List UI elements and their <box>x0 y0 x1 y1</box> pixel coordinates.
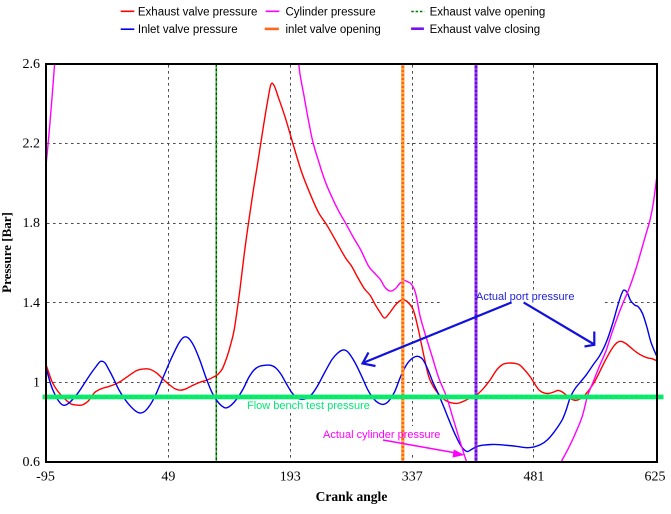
svg-text:Exhaust valve closing: Exhaust valve closing <box>430 24 541 36</box>
svg-text:49: 49 <box>161 470 175 485</box>
svg-text:Exhaust valve opening: Exhaust valve opening <box>430 6 546 18</box>
svg-text:-95: -95 <box>36 470 55 485</box>
svg-text:Exhaust valve pressure: Exhaust valve pressure <box>138 6 258 18</box>
svg-text:193: 193 <box>280 470 301 485</box>
svg-text:Actual cylinder pressure: Actual cylinder pressure <box>323 429 440 441</box>
svg-text:inlet valve opening: inlet valve opening <box>286 24 381 36</box>
svg-text:2.6: 2.6 <box>23 57 41 72</box>
svg-text:Cylinder pressure: Cylinder pressure <box>286 6 376 18</box>
svg-text:Actual port pressure: Actual port pressure <box>476 291 574 303</box>
svg-text:1.4: 1.4 <box>23 296 41 311</box>
svg-text:2.2: 2.2 <box>23 137 41 152</box>
svg-text:1: 1 <box>33 375 40 390</box>
svg-text:0.6: 0.6 <box>23 455 41 470</box>
svg-text:625: 625 <box>645 470 666 485</box>
svg-text:Inlet valve pressure: Inlet valve pressure <box>138 24 238 36</box>
svg-text:Crank angle: Crank angle <box>316 489 388 504</box>
svg-text:1.8: 1.8 <box>23 216 41 231</box>
svg-text:337: 337 <box>402 470 423 485</box>
svg-text:Pressure [Bar]: Pressure [Bar] <box>0 212 14 293</box>
svg-text:481: 481 <box>523 470 544 485</box>
svg-text:Flow bench test pressure: Flow bench test pressure <box>247 400 370 412</box>
